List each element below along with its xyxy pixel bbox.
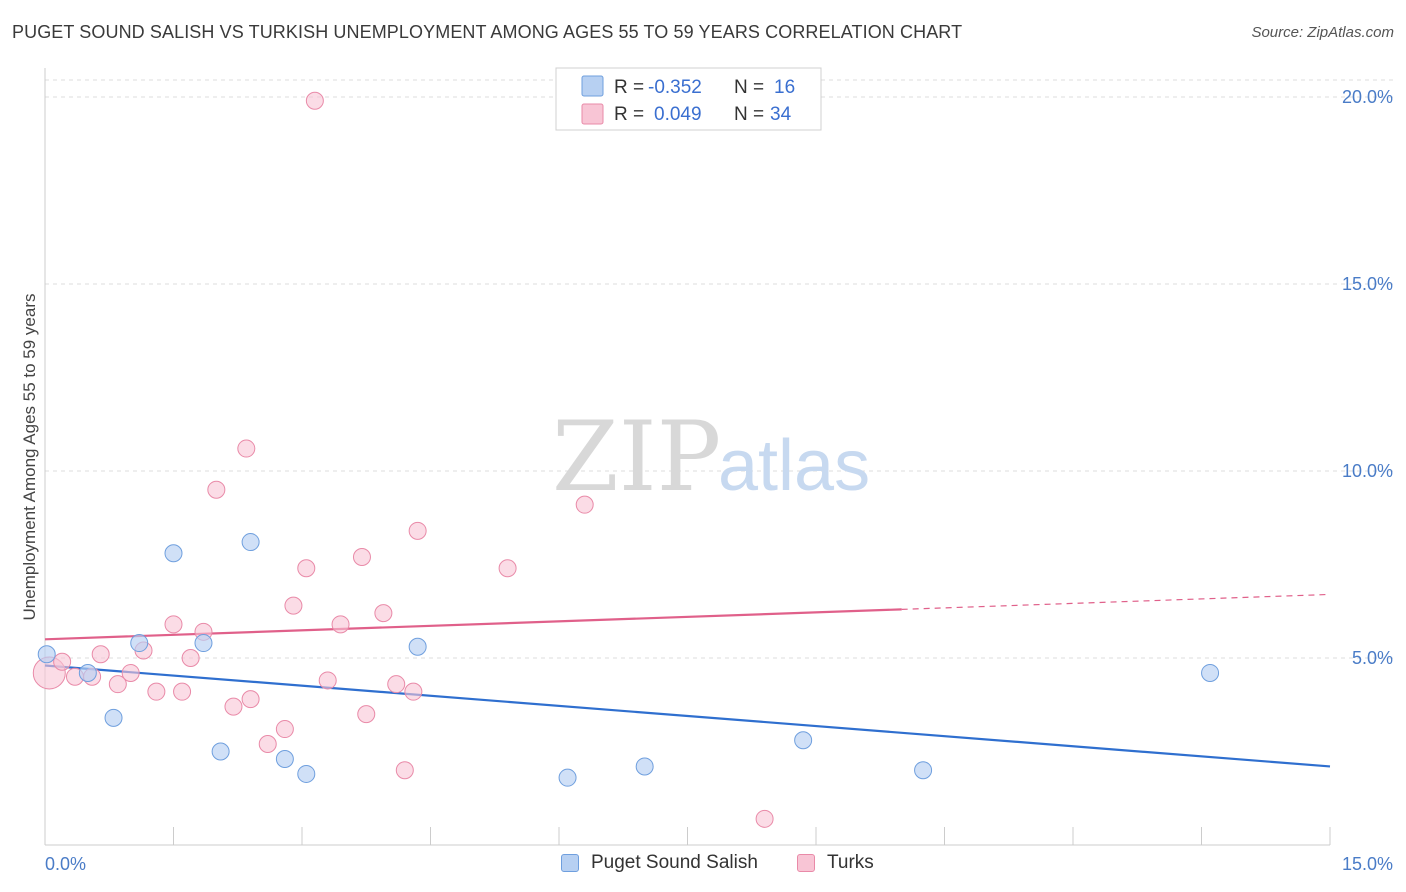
salish-point (78, 663, 97, 682)
axis-layer: 5.0% 10.0% 15.0% 20.0% 0.0% 15.0% (44, 68, 1393, 874)
turks-point (121, 663, 140, 682)
turks-point (755, 809, 774, 828)
x-tick-label: 0.0% (45, 854, 86, 874)
turks-point (408, 521, 427, 540)
turks-point (207, 480, 226, 499)
turks-point (575, 495, 594, 514)
turks-point (498, 559, 517, 578)
legend-n-label-2: N = (734, 104, 764, 125)
turks-point (374, 604, 393, 623)
trend-layer (44, 593, 1331, 768)
turks-point (181, 649, 200, 667)
bottom-legend-label-turks: Turks (827, 852, 874, 873)
salish-point (211, 742, 230, 761)
turks-trend-extension (901, 593, 1331, 610)
salish-point (914, 761, 933, 780)
legend-n-label-1: N = (734, 77, 764, 98)
turks-point (275, 720, 294, 739)
x-tick-label: 15.0% (1342, 854, 1393, 874)
bottom-legend-item-salish: Puget Sound Salish (561, 852, 758, 874)
turks-point (318, 671, 337, 690)
legend-swatch-turks (581, 103, 604, 125)
salish-point (1201, 663, 1220, 682)
turks-point (258, 735, 277, 754)
salish-point (37, 645, 56, 664)
legend-swatch-salish (581, 75, 604, 97)
salish-point (297, 764, 316, 783)
turks-point (305, 91, 324, 110)
point-layer (32, 91, 1220, 828)
salish-point (164, 544, 183, 563)
chart-source: Source: ZipAtlas.com (1251, 24, 1394, 41)
chart-title: PUGET SOUND SALISH VS TURKISH UNEMPLOYME… (12, 22, 963, 42)
bottom-legend: Puget Sound Salish Turks (0, 852, 1406, 880)
turks-point (331, 615, 350, 634)
watermark: ZIP atlas (552, 401, 870, 513)
turks-point (357, 705, 376, 724)
y-tick-label: 20.0% (1342, 87, 1393, 107)
legend-box: R = -0.352 N = 16 R = 0.049 N = 34 (555, 67, 822, 131)
legend-r-value-2: 0.049 (654, 104, 702, 125)
salish-point (275, 749, 294, 768)
grid-layer (45, 79, 1395, 659)
y-tick-label: 15.0% (1342, 274, 1393, 294)
y-tick-label: 5.0% (1352, 648, 1393, 668)
legend-r-label-2: R = (614, 104, 644, 125)
turks-point (241, 690, 260, 709)
turks-point (91, 645, 110, 664)
legend-r-value-1: -0.352 (648, 77, 702, 98)
y-tick-label: 10.0% (1342, 461, 1393, 481)
watermark-atlas: atlas (718, 426, 870, 506)
turks-point (352, 548, 371, 567)
turks-point (404, 682, 423, 701)
legend-r-label-1: R = (614, 77, 644, 98)
legend-n-value-2: 34 (770, 104, 792, 125)
turks-point (284, 596, 303, 615)
bottom-legend-swatch-salish (561, 854, 579, 872)
salish-point (408, 637, 427, 656)
salish-point (241, 533, 260, 552)
watermark-zip: ZIP (552, 401, 721, 513)
salish-point (130, 634, 149, 653)
bottom-legend-swatch-turks (797, 854, 815, 872)
bottom-legend-item-turks: Turks (797, 852, 874, 874)
y-axis-label: Unemployment Among Ages 55 to 59 years (20, 294, 39, 621)
turks-point (224, 697, 243, 716)
turks-point (297, 559, 316, 578)
turks-point (164, 615, 183, 634)
salish-point (194, 634, 213, 653)
turks-point (387, 675, 406, 694)
turks-trend-line (44, 608, 902, 641)
salish-trend-line (44, 664, 1331, 768)
turks-point (108, 675, 127, 694)
salish-point (635, 757, 654, 776)
bottom-legend-label-salish: Puget Sound Salish (591, 852, 758, 873)
salish-point (104, 708, 123, 727)
salish-point (558, 768, 577, 787)
turks-point (173, 682, 192, 701)
turks-point (395, 761, 414, 780)
legend-n-value-1: 16 (774, 77, 795, 98)
turks-point (237, 439, 256, 458)
salish-point (794, 731, 813, 750)
turks-point (147, 682, 166, 701)
turks-point (53, 652, 72, 671)
